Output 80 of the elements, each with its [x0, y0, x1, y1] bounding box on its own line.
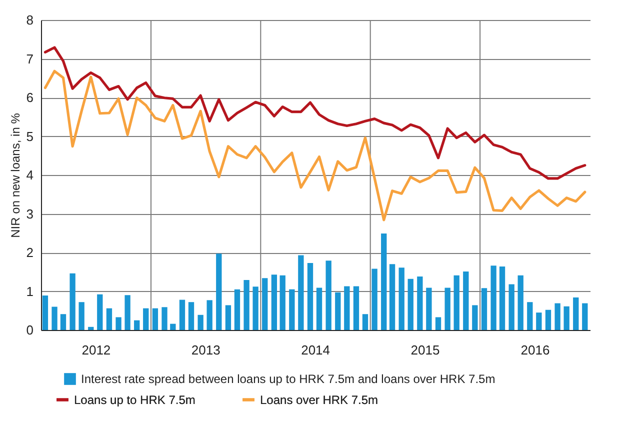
bar: [298, 255, 304, 330]
bar: [244, 280, 250, 330]
y-tick-label: 2: [26, 245, 34, 260]
y-tick-label: 5: [26, 128, 34, 144]
bar: [134, 320, 140, 330]
bar: [188, 302, 194, 330]
legend-label: Loans over HRK 7.5m: [260, 392, 378, 407]
bar: [116, 317, 122, 330]
x-tick-label: 2013: [191, 342, 220, 358]
bar: [42, 296, 48, 330]
bar: [527, 302, 533, 330]
bar: [316, 288, 322, 330]
bar: [582, 303, 588, 330]
line-series: [44, 70, 586, 222]
bar: [216, 254, 222, 330]
bar: [198, 314, 204, 330]
bar: [262, 278, 268, 330]
bar: [426, 288, 432, 330]
bar: [60, 314, 66, 330]
y-tick-label: 7: [26, 51, 34, 66]
bar: [206, 300, 212, 330]
bar: [536, 312, 542, 330]
bar: [52, 306, 58, 330]
bar: [398, 268, 404, 330]
bar: [381, 234, 387, 330]
y-tick-label: 4: [26, 168, 34, 182]
bar: [454, 275, 460, 330]
y-tick-label: 6: [26, 90, 34, 105]
bar: [162, 307, 168, 330]
bar: [518, 275, 524, 330]
bar: [372, 268, 378, 330]
bar: [88, 326, 94, 330]
bar: [97, 294, 103, 330]
y-tick-label: 1: [26, 284, 34, 299]
bar: [408, 278, 414, 330]
bar: [78, 302, 84, 330]
bar: [252, 286, 258, 330]
bar: [389, 264, 396, 330]
bar: [417, 276, 423, 330]
bar: [481, 288, 488, 330]
bar: [554, 303, 560, 330]
x-tick-label: 2014: [301, 342, 330, 358]
legend-label: Interest rate spread between loans up to HRK 7.5m and loans over HRK 7.5m: [81, 372, 496, 386]
y-tick-label: 8: [26, 12, 34, 28]
bar: [170, 324, 176, 330]
x-tick-label: 2015: [410, 342, 440, 358]
y-tick-label: 3: [26, 206, 34, 222]
bar: [271, 274, 278, 330]
bar: [564, 306, 570, 330]
bar: [472, 305, 478, 330]
bar: [508, 284, 514, 330]
x-tick-label: 2012: [82, 342, 111, 358]
bar: [435, 317, 442, 330]
x-tick-label: 2016: [520, 342, 550, 358]
bar: [124, 295, 130, 330]
bar: [280, 275, 286, 330]
line-series: [44, 46, 586, 180]
y-tick-label: 0: [26, 322, 34, 338]
bar: [335, 292, 341, 330]
bar: [225, 305, 232, 330]
bar: [463, 271, 469, 330]
y-axis-title: NIR on new loans, in %: [8, 112, 22, 238]
bar: [179, 300, 186, 330]
bar: [143, 308, 149, 330]
bar: [573, 297, 579, 330]
bar: [289, 289, 295, 330]
bar: [362, 314, 368, 330]
bar: [545, 310, 552, 330]
bar: [353, 286, 360, 330]
bar: [490, 266, 496, 330]
bar: [307, 262, 314, 330]
bar: [444, 288, 450, 330]
bar: [106, 308, 112, 330]
bar: [344, 286, 350, 330]
bar: [152, 308, 158, 330]
bar: [326, 260, 332, 330]
bar: [499, 266, 506, 330]
bar: [234, 289, 240, 330]
legend-label: Loans up to HRK 7.5m: [74, 392, 196, 407]
bar: [70, 273, 76, 330]
